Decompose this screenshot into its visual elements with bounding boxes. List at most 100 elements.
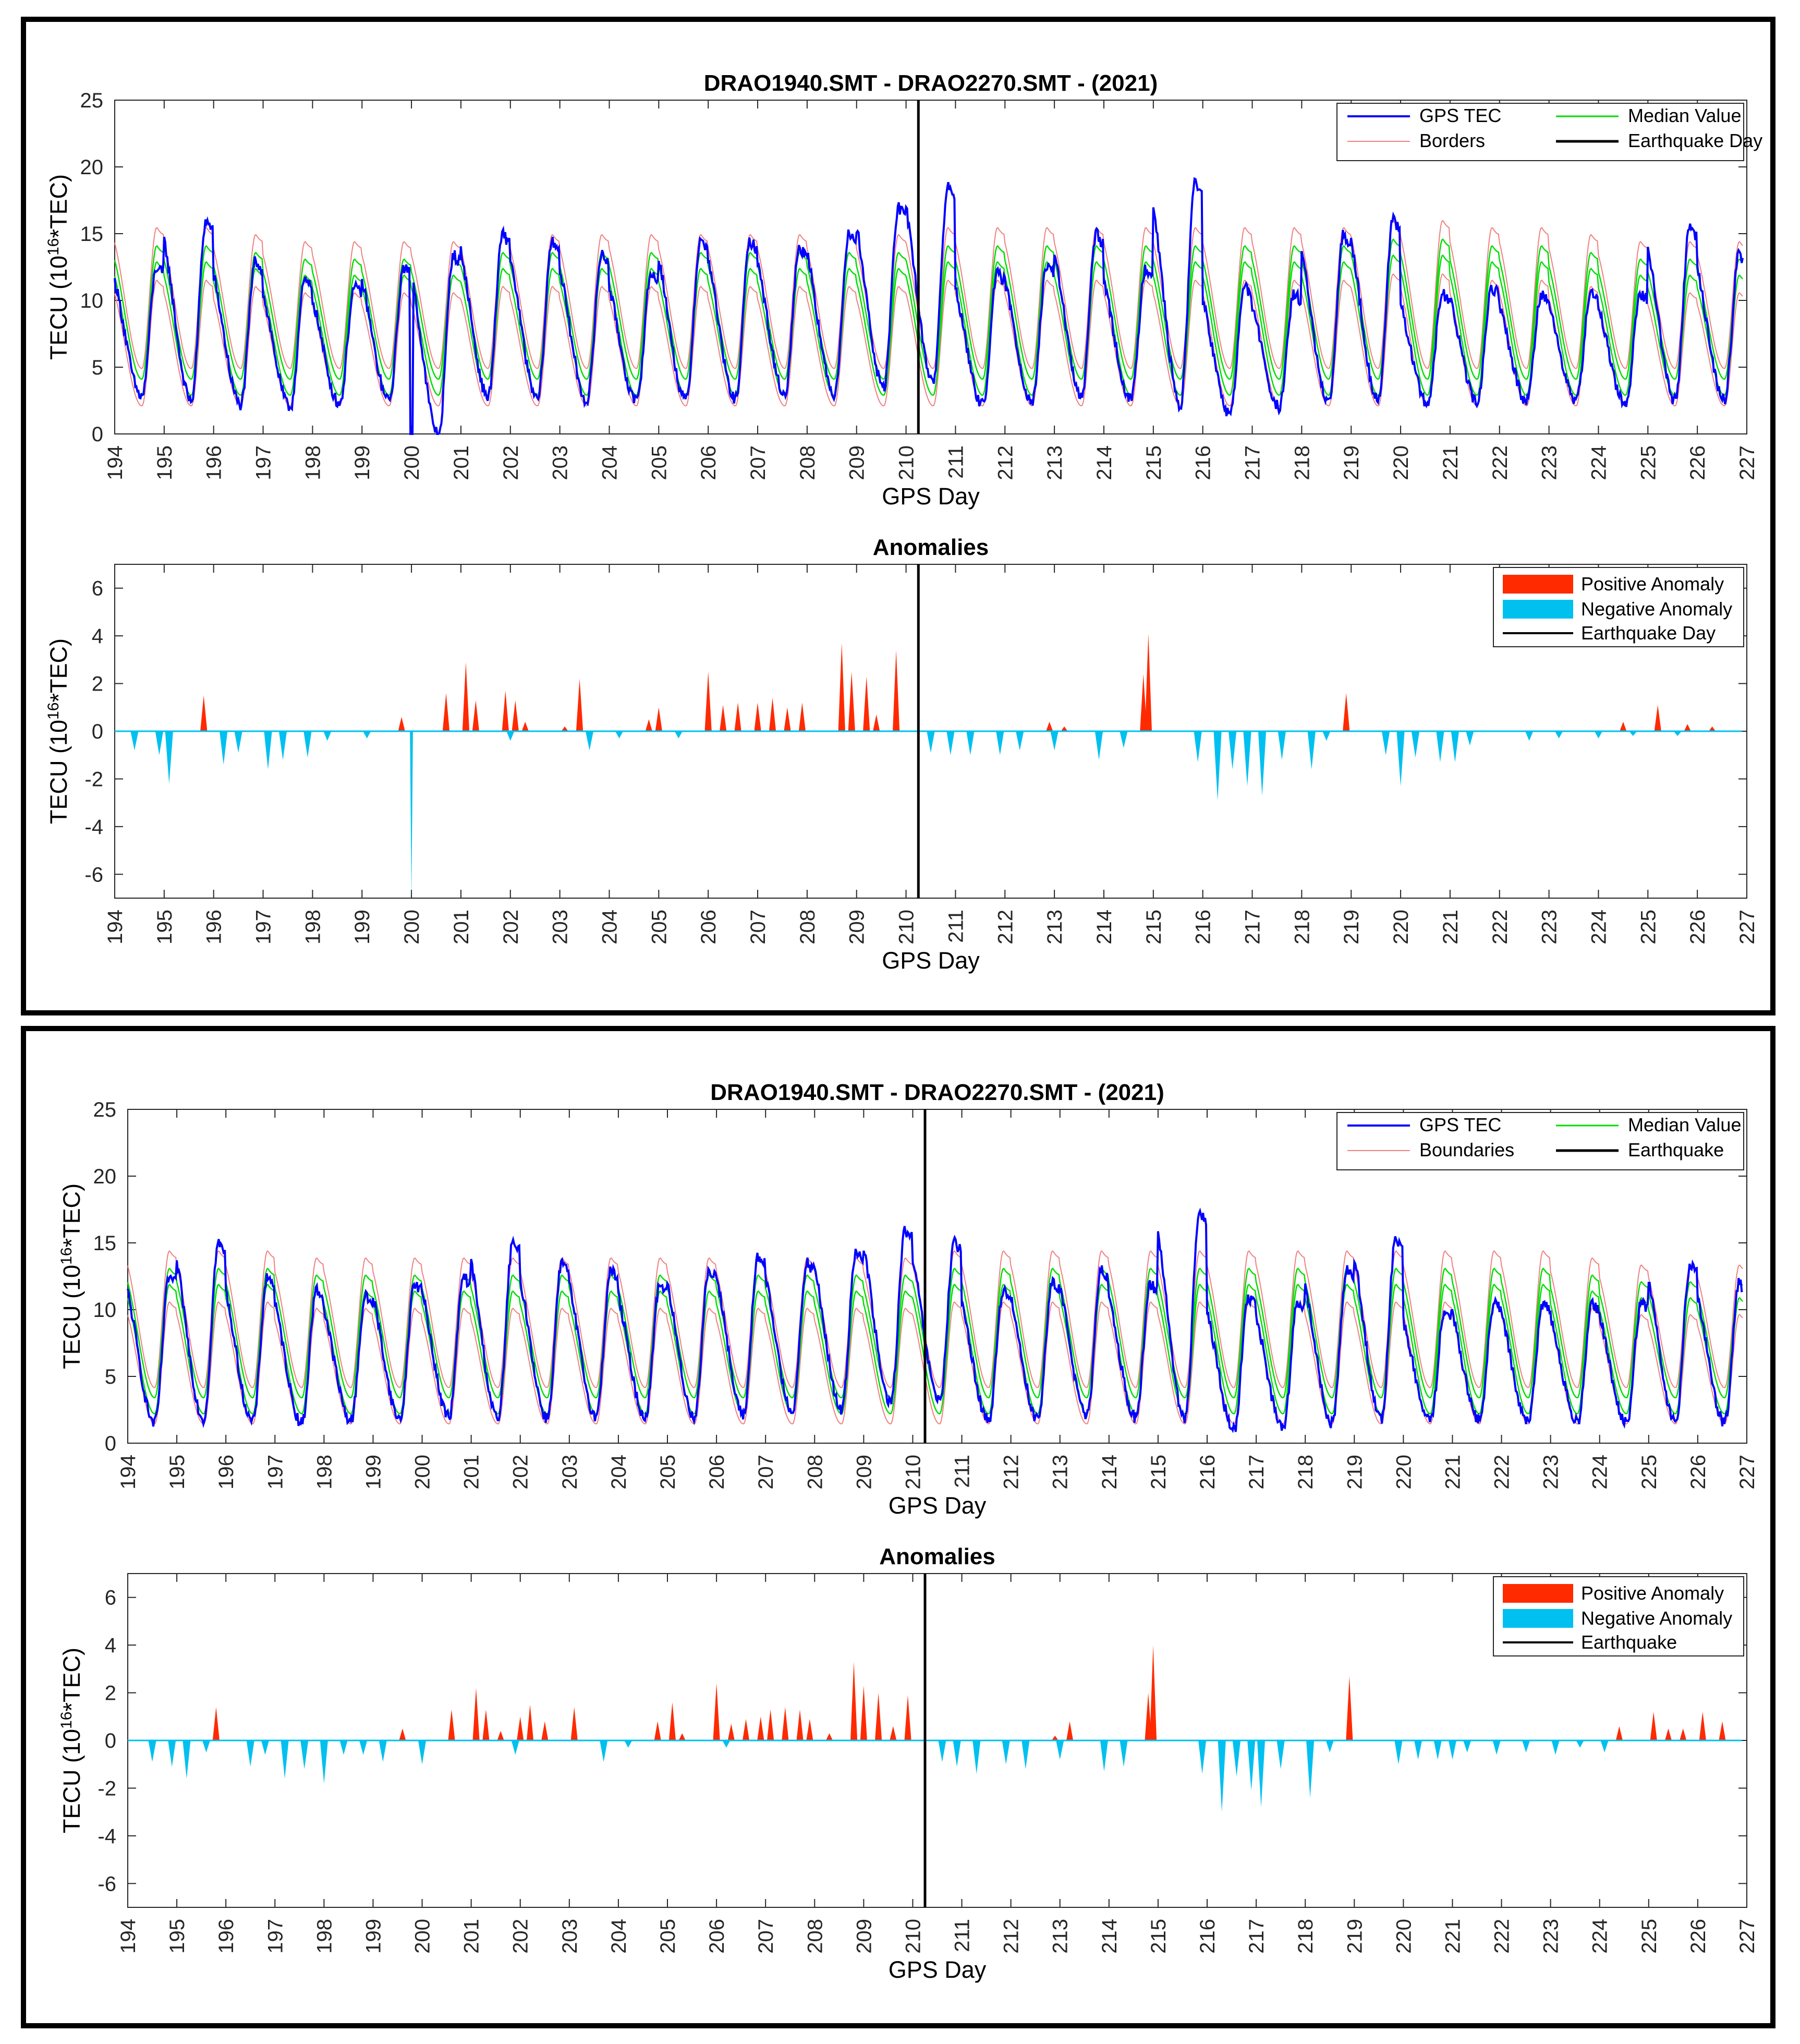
positive-anomaly-spike	[806, 1719, 813, 1740]
negative-anomaly-spike	[674, 731, 683, 739]
x-axis-label: GPS Day	[889, 1956, 987, 1983]
x-tick-label: 201	[450, 445, 473, 480]
x-axis-label: GPS Day	[882, 483, 980, 510]
x-tick-label: 224	[1589, 1455, 1612, 1490]
positive-anomaly-spike	[767, 1709, 774, 1740]
x-tick-label: 212	[1000, 1919, 1023, 1954]
negative-anomaly-spike	[615, 731, 623, 739]
positive-anomaly-spike	[645, 719, 652, 731]
negative-anomaly-spike	[339, 1740, 348, 1755]
x-tick-label: 210	[895, 445, 918, 480]
negative-anomaly-spike	[264, 731, 272, 770]
x-tick-label: 204	[607, 1919, 630, 1954]
positive-anomaly-spike	[873, 715, 880, 731]
x-tick-label: 218	[1294, 1919, 1317, 1954]
x-tick-label: 196	[215, 1919, 238, 1954]
positive-anomaly-spike	[668, 1702, 676, 1740]
negative-anomaly-spike	[1016, 731, 1024, 751]
negative-anomaly-spike	[722, 1740, 731, 1748]
x-tick-label: 214	[1093, 445, 1116, 480]
positive-anomaly-spike	[472, 1688, 480, 1740]
x-tick-label: 221	[1439, 910, 1462, 945]
x-tick-label: 217	[1242, 910, 1264, 945]
positive-anomaly-spike	[497, 1731, 504, 1740]
positive-anomaly-spike	[904, 1695, 911, 1740]
x-tick-label: 221	[1441, 1919, 1464, 1954]
negative-anomaly-spike	[379, 1740, 387, 1762]
x-tick-label: 202	[500, 910, 522, 945]
negative-anomaly-spike	[1276, 1740, 1285, 1769]
x-tick-label: 225	[1638, 1919, 1661, 1954]
positive-anomaly-spike	[472, 700, 479, 731]
negative-anomaly-spike	[323, 731, 332, 741]
y-tick-label: 25	[93, 1098, 117, 1121]
negative-anomaly-spike	[1396, 731, 1405, 787]
y-tick-label: 6	[92, 577, 103, 600]
x-tick-label: 201	[460, 1919, 483, 1954]
y-label-sup: 16	[45, 238, 62, 256]
x-tick-label: 200	[411, 1919, 434, 1954]
y-tick-label: 4	[92, 625, 103, 648]
x-tick-label: 201	[460, 1455, 483, 1490]
x-tick-label: 221	[1439, 445, 1462, 480]
x-tick-label: 203	[558, 1455, 581, 1490]
positive-anomaly-spike	[678, 1733, 686, 1740]
x-tick-label: 195	[166, 1919, 189, 1954]
x-tick-label: 219	[1343, 1455, 1366, 1490]
positive-anomaly-spike	[1051, 1735, 1059, 1740]
positive-anomaly-spike	[521, 721, 529, 731]
y-axis-label: TECU (1016*TEC)	[45, 638, 72, 824]
y-label-sup: 16	[58, 1712, 75, 1729]
x-tick-label: 199	[351, 445, 374, 480]
negative-anomaly-spike	[1325, 1740, 1334, 1752]
anomaly-chart-2: -6 -4 -2 0 2 4 6 194 195 196 197 198 199 200 201 202 203…	[58, 1544, 1759, 1983]
x-tick-label: 211	[944, 910, 967, 943]
positive-anomaly-spike	[576, 679, 583, 731]
x-tick-label: 208	[804, 1919, 826, 1954]
negative-anomaly-spike	[202, 1740, 211, 1752]
x-tick-label: 204	[607, 1455, 630, 1490]
x-tick-label: 218	[1294, 1455, 1317, 1490]
y-label-suffix: *TEC)	[58, 1183, 85, 1248]
x-tick-label: 225	[1638, 1455, 1661, 1490]
x-tick-label: 200	[400, 445, 423, 480]
negative-anomaly-spike	[1576, 1740, 1584, 1748]
x-tick-label: 225	[1637, 910, 1660, 945]
chart-title: Anomalies	[873, 535, 989, 560]
x-tick-label: 204	[598, 445, 621, 480]
y-tick-label: -2	[84, 768, 103, 791]
y-tick-label: 5	[92, 356, 103, 379]
x-tick-label: 194	[104, 910, 127, 945]
gps-tec-line	[127, 1207, 1743, 1433]
positive-anomaly-spike	[1719, 1721, 1726, 1740]
x-tick-label: 218	[1291, 910, 1313, 945]
positive-anomaly-spike	[848, 671, 855, 731]
x-tick-label: 227	[1736, 1919, 1759, 1954]
y-tick-label: 0	[92, 423, 103, 446]
tec-line-chart-2: 0 5 10 15 20 25 194 195 196 197 198 199 200 201 202 203…	[58, 1080, 1759, 1519]
x-tick-label: 194	[117, 1919, 140, 1954]
negative-anomaly-spike	[1243, 731, 1251, 787]
x-tick-label: 223	[1538, 445, 1561, 480]
x-tick-label: 223	[1538, 910, 1561, 945]
negative-anomaly-spike	[1433, 1740, 1442, 1760]
x-tick-label: 199	[362, 1919, 385, 1954]
y-tick-label: 4	[105, 1634, 116, 1657]
positive-anomaly-spike	[1654, 705, 1661, 731]
positive-anomaly-spike	[798, 703, 806, 731]
negative-anomaly-spike	[155, 731, 163, 755]
x-tick-label: 207	[755, 1455, 777, 1490]
legend-label: Boundaries	[1419, 1139, 1514, 1160]
x-tick-label: 216	[1196, 1919, 1219, 1954]
x-tick-label: 196	[203, 445, 226, 480]
positive-anomaly-spike	[727, 1724, 735, 1740]
negative-anomaly-spike	[1551, 1740, 1560, 1755]
negative-anomaly-spike	[148, 1740, 156, 1762]
x-tick-label: 222	[1489, 910, 1512, 945]
negative-anomaly-spike	[410, 731, 413, 898]
x-tick-label: 213	[1043, 910, 1066, 945]
positive-anomaly-spike	[1346, 1676, 1353, 1740]
x-tick-label: 224	[1587, 910, 1610, 945]
negative-anomaly-spike	[1056, 1740, 1064, 1760]
y-tick-label: 10	[93, 1299, 117, 1322]
